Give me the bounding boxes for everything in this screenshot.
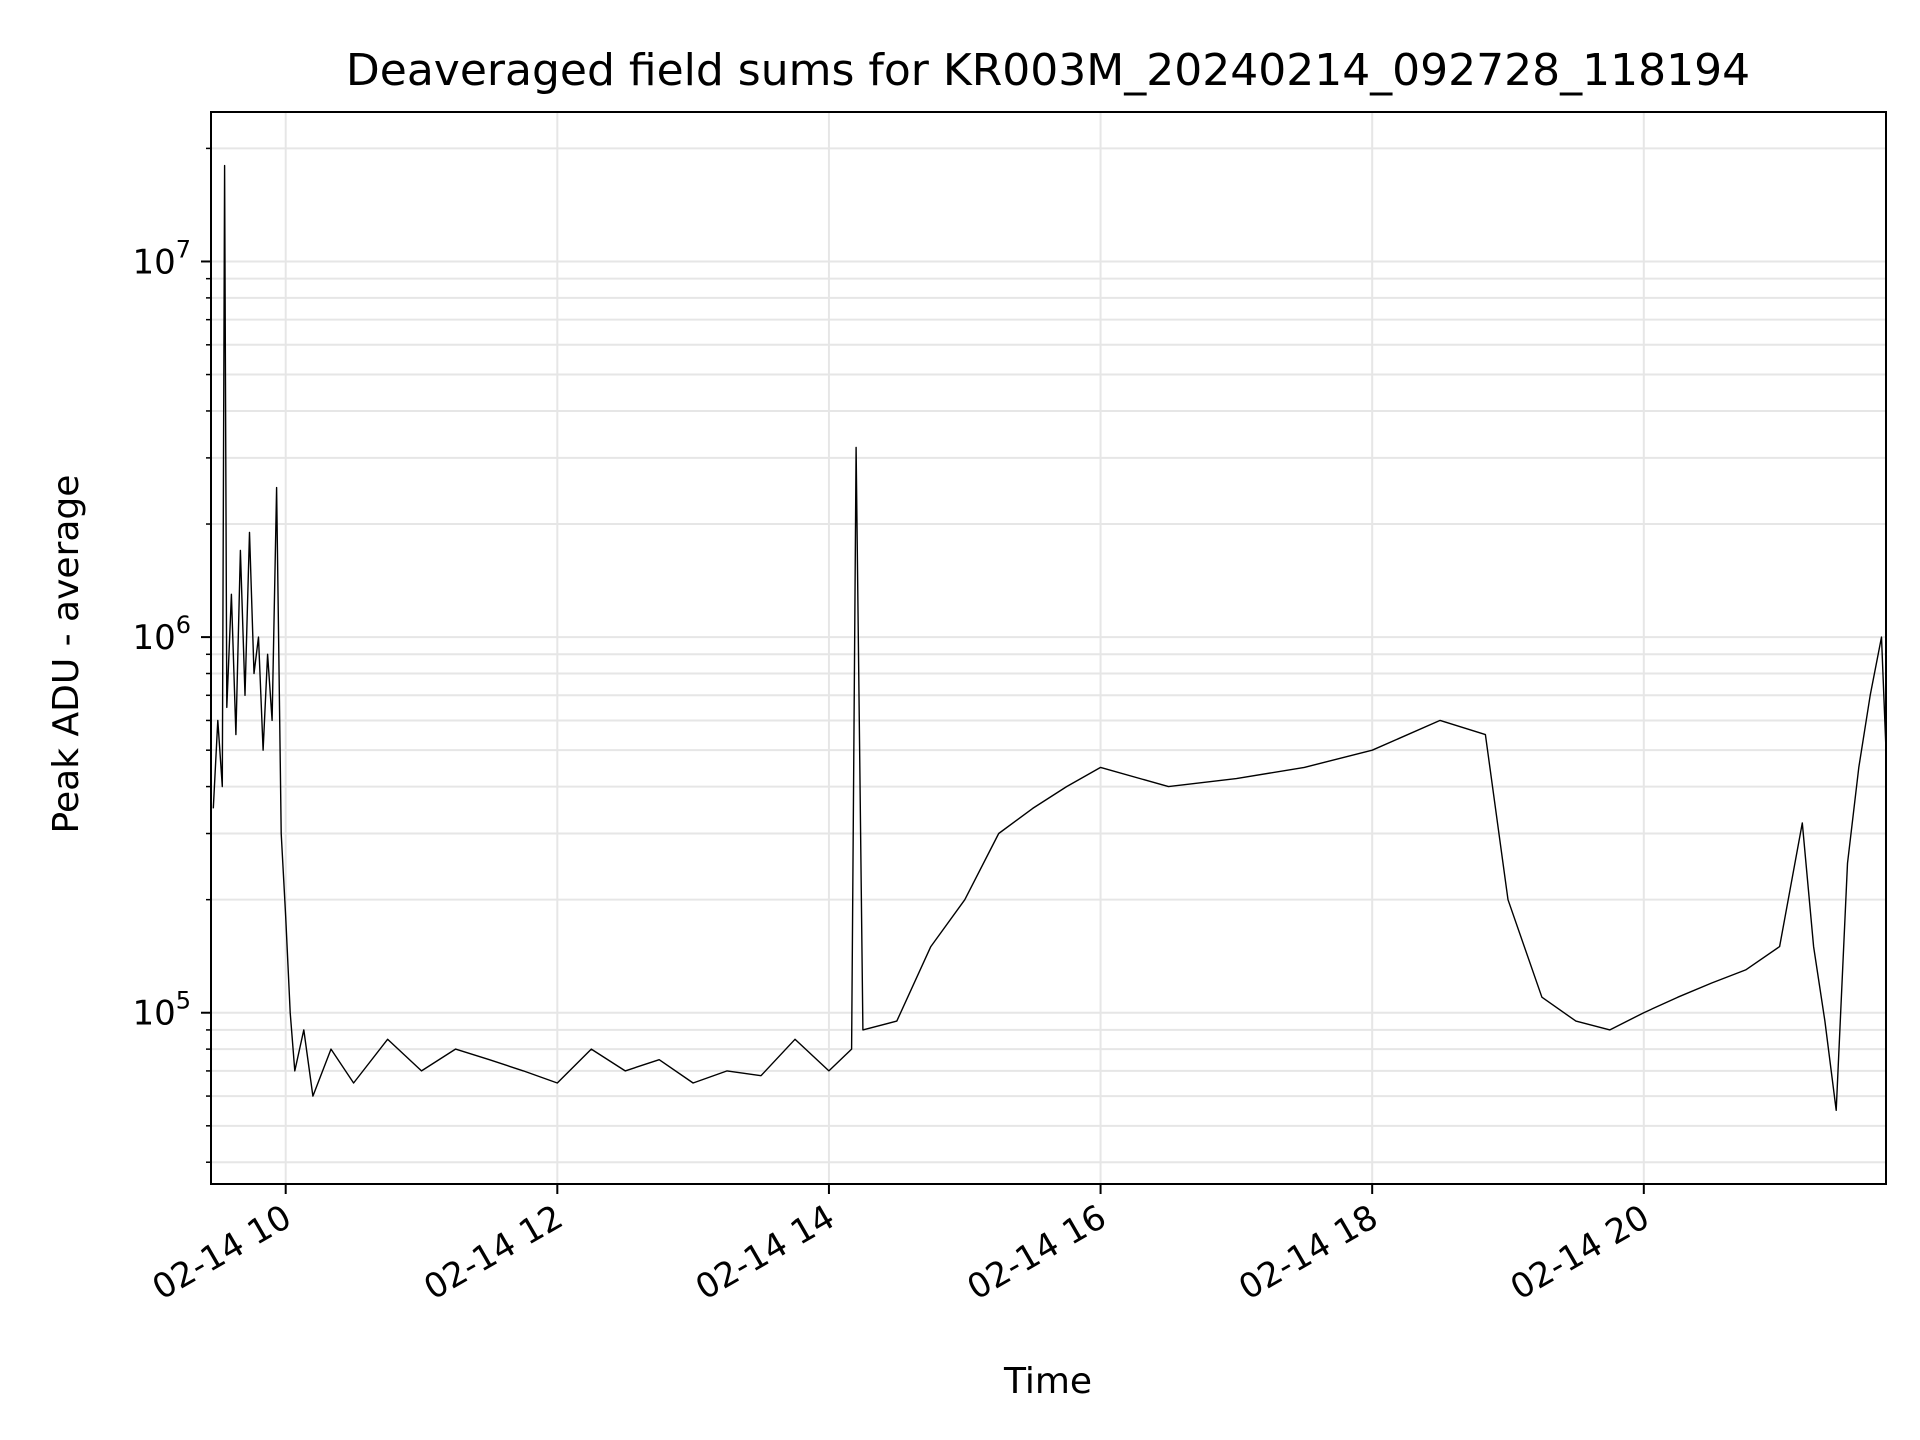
y-axis-ticks: 105 106 107 [132, 147, 211, 1163]
chart-title: Deaveraged field sums for KR003M_2024021… [346, 45, 1750, 96]
y-tick-label: 107 [132, 235, 191, 282]
grid [211, 112, 1886, 1184]
series-line [212, 164, 1887, 1111]
y-tick-label: 105 [132, 987, 191, 1034]
y-axis-label: Peak ADU - average [46, 475, 87, 834]
plot-series-group [212, 164, 1887, 1111]
y-tick-label: 106 [132, 611, 191, 658]
plot-frame [210, 111, 1887, 1185]
x-axis-label: Time [1003, 1361, 1092, 1402]
